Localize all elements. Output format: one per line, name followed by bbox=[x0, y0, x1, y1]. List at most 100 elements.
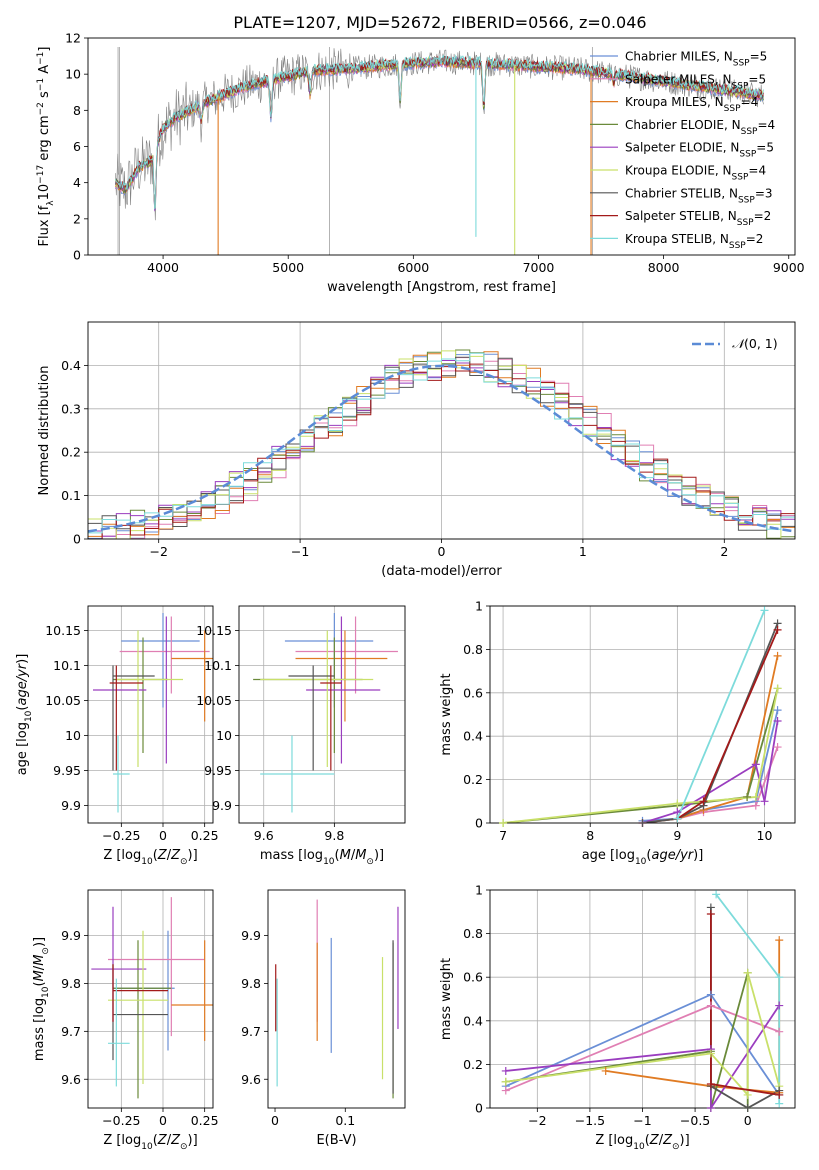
weight-marker bbox=[775, 1027, 784, 1036]
x-axis-label: wavelength [Angstrom, rest frame] bbox=[327, 280, 556, 295]
mass-vs-z-axes: −0.25 0 0.25 9.6 9.7 9.8 9.9 Z [log10(Z/Z⊙)] mas… bbox=[32, 889, 219, 1152]
x-tick-label: 0 bbox=[271, 1113, 279, 1128]
observed-spectrum bbox=[115, 48, 764, 221]
weight-marker bbox=[706, 1080, 715, 1089]
x-tick-label: −1.5 bbox=[575, 1113, 605, 1128]
y-tick-label: 9.8 bbox=[241, 976, 261, 991]
y-tick-label: 10.05 bbox=[196, 693, 232, 708]
weight-marker bbox=[501, 1066, 510, 1075]
y-tick-label: 1 bbox=[475, 599, 483, 614]
weight-marker bbox=[638, 819, 647, 827]
weight-marker bbox=[775, 1001, 784, 1010]
x-tick-label: −2 bbox=[528, 1113, 546, 1128]
age-vs-z-plot bbox=[93, 613, 213, 813]
model-spectrum bbox=[115, 54, 764, 210]
weight-marker bbox=[501, 1077, 510, 1086]
mass-vs-ebv-frame bbox=[267, 889, 406, 1109]
spectrum-frame bbox=[87, 37, 796, 256]
x-tick-label: 0.25 bbox=[191, 1113, 219, 1128]
y-tick-label: 10.15 bbox=[45, 623, 81, 638]
legend-label: Kroupa ELODIE, NSSP=4 bbox=[625, 164, 766, 183]
y-tick-label: 0.8 bbox=[463, 642, 483, 657]
x-tick-label: 9.8 bbox=[324, 828, 344, 843]
weight-marker bbox=[706, 909, 715, 918]
y-tick-label: 9.95 bbox=[204, 763, 232, 778]
y-tick-label: 9.9 bbox=[212, 798, 232, 813]
y-tick-label: 0.2 bbox=[61, 445, 81, 460]
y-tick-label: 10 bbox=[65, 67, 81, 82]
weight-line bbox=[502, 688, 779, 823]
weight-marker bbox=[775, 973, 784, 982]
weight-marker bbox=[499, 819, 508, 827]
x-tick-label: 0.1 bbox=[335, 1113, 355, 1128]
y-tick-label: 0 bbox=[73, 248, 81, 263]
y-tick-label: 12 bbox=[65, 31, 81, 46]
y-axis-label: Flux [fλ10−17 erg cm−2 s−1 A−1] bbox=[36, 47, 56, 247]
weight-marker bbox=[743, 792, 752, 801]
x-axis-label: (data-model)/error bbox=[381, 564, 502, 579]
x-tick-label: 1 bbox=[579, 544, 587, 559]
x-tick-label: −1 bbox=[633, 1113, 651, 1128]
weight-marker bbox=[751, 801, 760, 810]
weight-marker bbox=[743, 968, 752, 977]
y-tick-label: 0 bbox=[475, 816, 483, 831]
weight-marker bbox=[773, 743, 782, 752]
y-tick-label: 0.8 bbox=[463, 926, 483, 941]
weight-marker bbox=[775, 936, 784, 945]
x-tick-label: −0.5 bbox=[680, 1113, 710, 1128]
normal-curve bbox=[88, 364, 795, 533]
x-tick-label: 7000 bbox=[523, 260, 555, 275]
residual-histogram bbox=[88, 352, 795, 534]
weight-marker bbox=[773, 717, 782, 726]
y-tick-label: 2 bbox=[73, 211, 81, 226]
x-axis-label: Z [log10(Z/Z⊙)] bbox=[103, 1133, 197, 1152]
weight-marker bbox=[760, 606, 769, 615]
x-tick-label: −0.25 bbox=[102, 828, 140, 843]
y-tick-label: 6 bbox=[73, 139, 81, 154]
mass-vs-z-frame bbox=[87, 889, 214, 1109]
y-tick-label: 9.95 bbox=[53, 763, 81, 778]
x-tick-label: −0.25 bbox=[102, 1113, 140, 1128]
y-axis-label: age [log10(age/yr)] bbox=[15, 654, 34, 776]
y-tick-label: 10.05 bbox=[45, 693, 81, 708]
weight-marker bbox=[712, 890, 721, 899]
weight-marker bbox=[699, 797, 708, 806]
weight-line bbox=[605, 940, 781, 1094]
y-axis-label: mass weight bbox=[439, 673, 454, 755]
spectrum-axes: 4000 5000 6000 7000 8000 9000 0 2 4 6 8 10 12 Chabrie… bbox=[36, 31, 805, 296]
spectrum-plot bbox=[115, 47, 764, 255]
weight-marker bbox=[751, 760, 760, 769]
residuals-frame bbox=[87, 321, 796, 540]
weight-marker bbox=[773, 625, 782, 634]
y-tick-label: 4 bbox=[73, 175, 81, 190]
weight-marker bbox=[501, 1086, 510, 1095]
legend-label: Chabrier STELIB, NSSP=3 bbox=[625, 186, 773, 205]
weight-line bbox=[642, 709, 779, 822]
y-axis-label: mass [log10(M/M⊙)] bbox=[32, 937, 51, 1061]
y-tick-label: 10.15 bbox=[196, 623, 232, 638]
legend-label: Salpeter ELODIE, NSSP=5 bbox=[625, 141, 774, 160]
weight-marker bbox=[773, 684, 782, 693]
age-vs-z-frame bbox=[87, 605, 214, 824]
mass-vs-z-plot bbox=[91, 897, 213, 1099]
mass-vs-ebv-plot bbox=[275, 899, 399, 1099]
y-tick-label: 8 bbox=[73, 103, 81, 118]
weight-marker bbox=[775, 1090, 784, 1099]
weight-marker bbox=[673, 814, 682, 823]
residuals-axes: −2 −1 0 1 2 0 0.1 0.2 0.3 0.4 𝒩(0, 1) (data-model)/… bbox=[37, 321, 796, 579]
y-tick-label: 1 bbox=[475, 883, 483, 898]
legend-label: Salpeter STELIB, NSSP=2 bbox=[625, 209, 771, 228]
x-tick-label: 0 bbox=[159, 1113, 167, 1128]
x-axis-label: Z [log10(Z/Z⊙)] bbox=[595, 1133, 689, 1152]
x-tick-label: 0 bbox=[438, 544, 446, 559]
weight-marker bbox=[706, 1104, 715, 1112]
x-tick-label: −1 bbox=[291, 544, 309, 559]
age-vs-z-axes: −0.25 0 0.25 9.9 9.95 10 10.05 10.1 10.15 Z [log1… bbox=[15, 605, 219, 867]
weight-marker bbox=[775, 1099, 784, 1108]
legend-label: Chabrier MILES, NSSP=5 bbox=[625, 50, 767, 69]
weight-vs-age-axes: 7 8 9 10 0 0.2 0.4 0.6 0.8 1 age [log10(age/yr)] ma… bbox=[439, 599, 796, 867]
y-tick-label: 10.1 bbox=[53, 658, 81, 673]
y-tick-label: 9.9 bbox=[241, 928, 261, 943]
